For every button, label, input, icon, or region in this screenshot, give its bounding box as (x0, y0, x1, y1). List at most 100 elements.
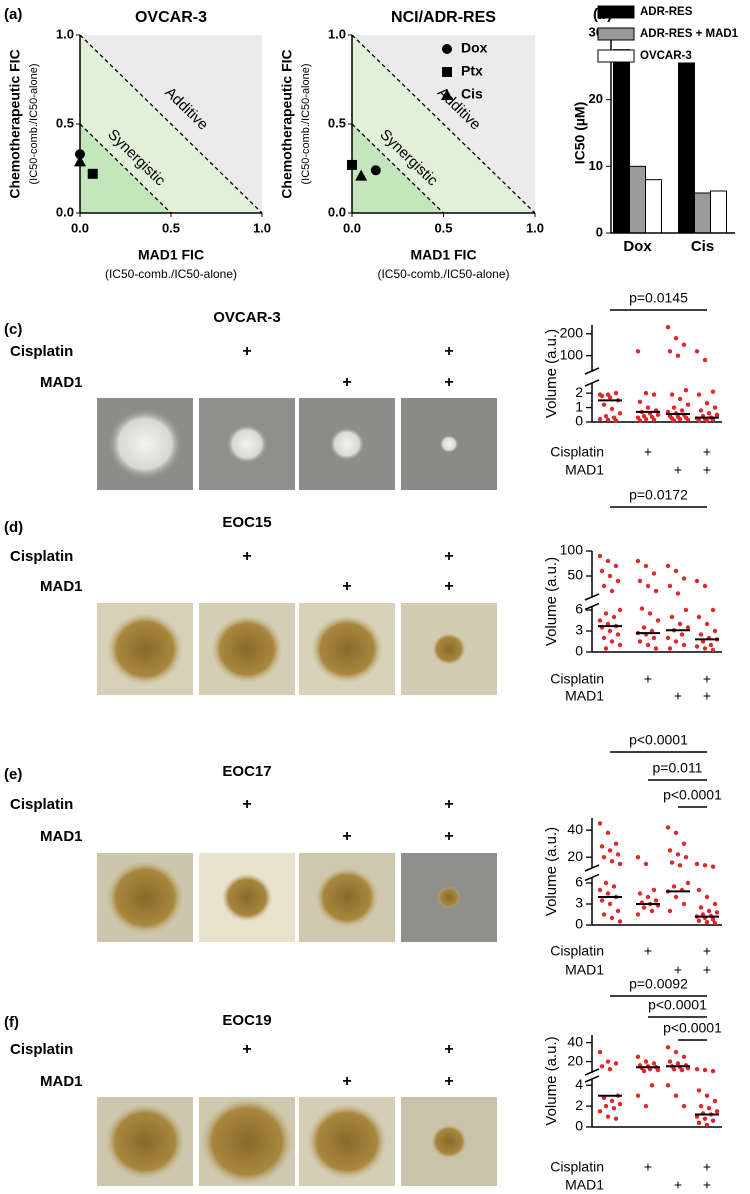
data-point (677, 863, 683, 868)
data-point (712, 628, 718, 634)
data-point (637, 418, 643, 423)
data-point (603, 880, 609, 886)
data-point (643, 861, 649, 867)
data-point (696, 418, 702, 423)
y-axis-sublabel: (IC50-comb./IC50-alone) (300, 63, 312, 184)
legend-swatch (597, 5, 635, 19)
x-tick-label: 1.0 (526, 220, 544, 235)
data-point (609, 915, 615, 921)
data-point (597, 1109, 603, 1114)
x-treatment-mark: + (644, 671, 652, 687)
panel-label: (e) (4, 766, 22, 783)
y-tick-label: 6 (575, 601, 583, 617)
y-tick-label: 50 (567, 567, 583, 583)
treatment-label: MAD1 (40, 1073, 83, 1090)
x-tick-label: 0.5 (434, 220, 452, 235)
data-point (617, 1101, 623, 1107)
data-point (710, 607, 716, 613)
data-point (677, 396, 683, 402)
spheroid (432, 633, 466, 665)
data-point (694, 1066, 700, 1072)
data-point (613, 1116, 619, 1121)
p-value: p=0.011 (653, 760, 703, 776)
data-point (613, 390, 619, 396)
data-point (675, 591, 681, 596)
data-point (702, 1067, 708, 1073)
x-treatment-mark: + (644, 1159, 652, 1175)
threshold-line (351, 123, 444, 214)
data-point (607, 628, 613, 634)
data-point (698, 408, 704, 413)
y-tick-label: 0.5 (328, 115, 346, 130)
legend-swatch (597, 27, 635, 41)
x-axis-sublabel: (IC50-comb./IC50-alone) (377, 267, 509, 281)
threshold-line (79, 123, 172, 214)
data-point (704, 418, 710, 423)
data-point (639, 606, 645, 611)
legend-label: ADR-RES + MAD1 (640, 28, 739, 40)
data-point (605, 891, 611, 896)
panel-label: (f) (4, 1014, 19, 1031)
y-tick-label: 2 (575, 384, 583, 400)
point (87, 168, 98, 179)
data-point (667, 646, 673, 651)
data-point (637, 578, 643, 584)
point (347, 159, 357, 170)
y-tick-label: 0 (575, 916, 583, 932)
data-point (698, 632, 704, 637)
x-axis-label: MAD1 FIC (410, 247, 476, 263)
data-point (665, 324, 671, 330)
legend-label: OVCAR-3 (640, 50, 692, 62)
data-point (605, 1059, 611, 1064)
spheroid (329, 427, 365, 461)
data-point (673, 1093, 679, 1098)
data-point (655, 1067, 661, 1073)
data-point (601, 854, 607, 860)
data-point (685, 417, 691, 423)
spheroid (431, 1124, 467, 1159)
axis-break (584, 864, 600, 872)
x-treatment-mark: + (703, 962, 711, 978)
data-point (681, 1103, 687, 1109)
data-point (710, 389, 716, 394)
data-point (673, 335, 679, 341)
data-point (605, 417, 611, 423)
y-axis-label: Chemotherapeutic FIC (7, 49, 23, 198)
data-point (677, 416, 683, 422)
y-axis-label: Chemotherapeutic FIC (279, 49, 295, 198)
treatment-mark: + (242, 548, 251, 565)
treatment-mark: + (444, 374, 453, 391)
y-axis-label: Volume (a.u.) (543, 557, 560, 646)
data-point (637, 891, 643, 896)
data-point (611, 884, 617, 889)
data-point (710, 864, 716, 869)
data-point (641, 905, 647, 910)
data-point (704, 621, 710, 627)
data-point (605, 558, 611, 564)
data-point (647, 611, 653, 616)
legend-marker (441, 89, 453, 100)
treatment-mark: + (342, 828, 351, 845)
data-point (651, 417, 657, 423)
row-title: OVCAR-3 (213, 309, 281, 326)
treatment-mark: + (444, 1073, 453, 1090)
legend-label: ADR-RES (640, 6, 693, 18)
data-point (651, 571, 657, 576)
treatment-mark: + (242, 796, 251, 813)
data-point (655, 618, 661, 623)
data-point (698, 905, 704, 910)
data-point (696, 614, 702, 620)
threshold-line (351, 34, 536, 214)
x-treatment-label: Cisplatin (550, 444, 604, 460)
data-point (673, 894, 679, 900)
p-value: p<0.0001 (648, 997, 707, 1013)
x-treatment-mark: + (703, 1177, 711, 1193)
data-point (645, 894, 651, 900)
data-point (667, 848, 673, 853)
panel-label: (c) (4, 321, 22, 338)
spheroid (307, 1103, 387, 1180)
data-point (603, 1103, 609, 1109)
treatment-mark: + (242, 343, 251, 360)
bar (710, 190, 727, 234)
x-treatment-label: Cisplatin (550, 671, 604, 687)
